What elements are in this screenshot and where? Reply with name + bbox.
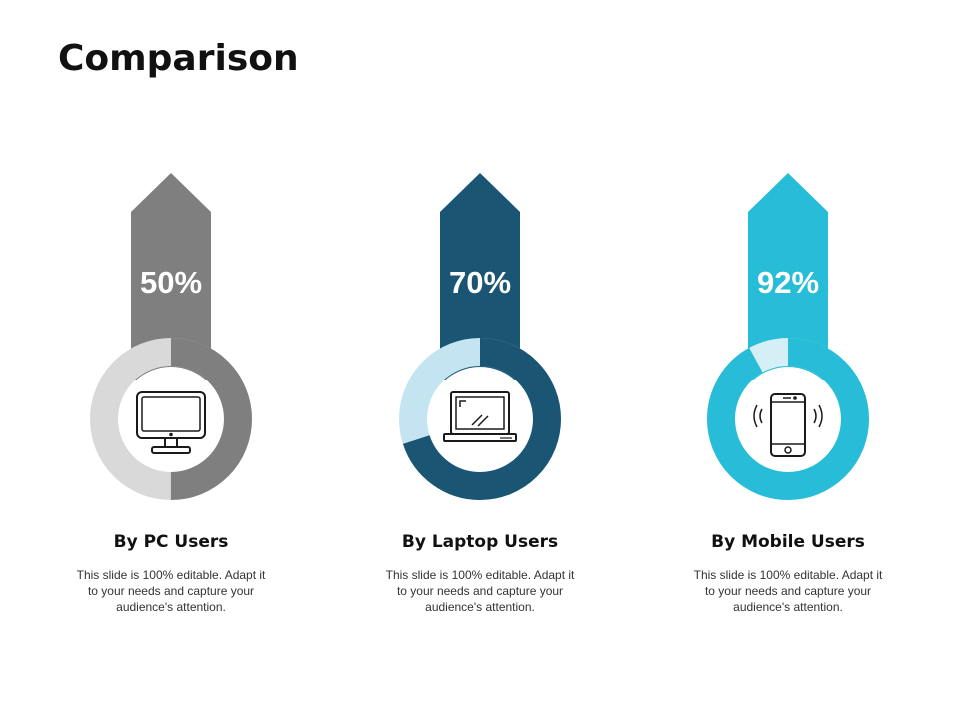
pc-users-label: By PC Users: [113, 532, 229, 552]
mobile-users-value: 92%: [756, 265, 820, 300]
pc-users-card: 50% By PC Users This slide is 100% edita…: [46, 170, 296, 630]
pc-users-arrow: [131, 173, 211, 380]
pc-users-graphic: [90, 173, 252, 500]
laptop-users-arrow: [440, 173, 520, 380]
mobile-users-arrow: [748, 173, 828, 380]
laptop-users-donut-value: [399, 338, 561, 500]
mobile-users-card: 92% By Mobile Users This slide is 100% e…: [663, 170, 913, 630]
pc-users-donut-value: [90, 338, 252, 500]
pc-users-description: This slide is 100% editable. Adapt it to…: [76, 568, 266, 614]
mobile-users-description: This slide is 100% editable. Adapt it to…: [693, 568, 883, 614]
laptop-users-value: 70%: [448, 265, 512, 300]
laptop-users-graphic: [399, 173, 561, 500]
pc-users-value: 50%: [139, 265, 203, 300]
mobile-users-label: By Mobile Users: [711, 532, 865, 552]
laptop-users-description: This slide is 100% editable. Adapt it to…: [385, 568, 575, 614]
laptop-users-label: By Laptop Users: [401, 532, 559, 552]
mobile-users-donut-value: [707, 338, 869, 500]
mobile-users-graphic: [707, 173, 869, 500]
laptop-users-card: 70% By Laptop Users This slide is 100% e…: [355, 170, 605, 630]
laptop-icon: [443, 391, 517, 442]
smartphone-icon: [753, 393, 823, 457]
desktop-monitor-icon: [136, 391, 206, 454]
page-title: Comparison: [58, 38, 299, 79]
